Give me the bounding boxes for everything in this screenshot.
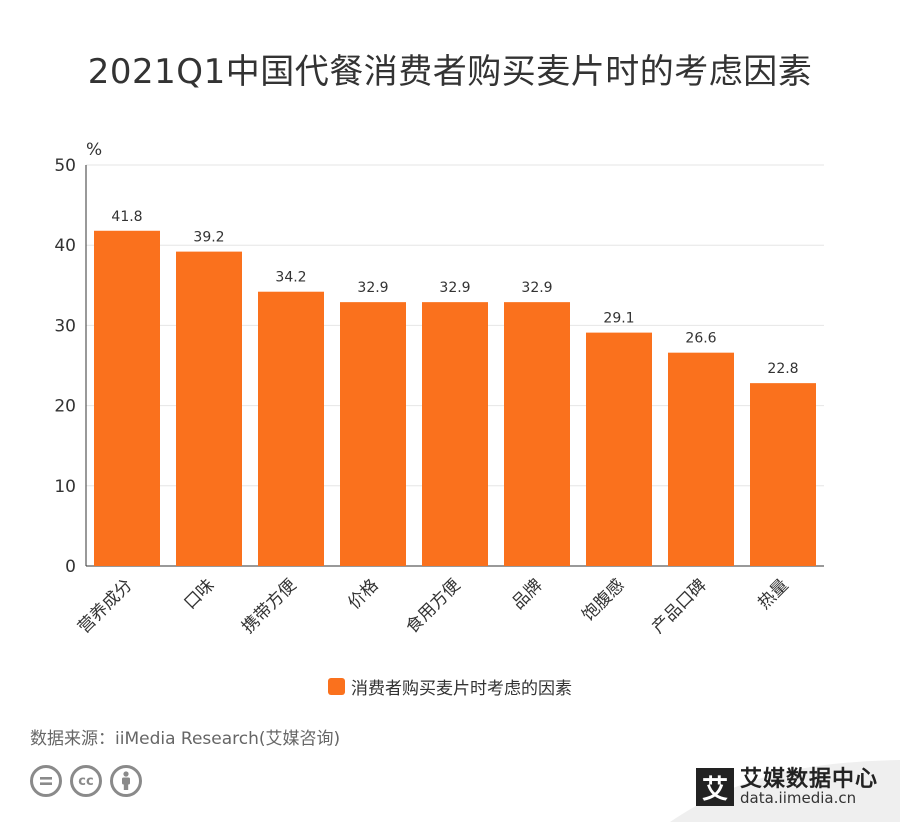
data-label: 41.8: [111, 209, 142, 225]
chart-title: 2021Q1中国代餐消费者购买麦片时的考虑因素: [87, 52, 813, 92]
data-label: 26.6: [685, 331, 716, 347]
data-label: 29.1: [603, 311, 634, 327]
x-tick-label: 品牌: [508, 575, 546, 613]
y-tick-label: 40: [54, 236, 76, 256]
y-tick-label: 30: [54, 316, 76, 336]
bar: [94, 230, 160, 566]
bar: [176, 251, 242, 566]
bar-chart: 0 10 20 30 40 50% 41.8 营养成分 39.2 口味 34.2 携带方便 32.9 价格…: [54, 140, 824, 638]
data-label: 34.2: [275, 270, 306, 286]
data-label: 39.2: [193, 230, 224, 246]
source-note: 数据来源：iiMedia Research(艾媒咨询): [30, 729, 341, 749]
legend[interactable]: 消费者购买麦片时考虑的因素: [0, 674, 900, 699]
cc-icon: cc: [70, 765, 102, 797]
x-tick-label: 营养成分: [74, 575, 136, 637]
legend-label: 消费者购买麦片时考虑的因素: [351, 679, 572, 699]
bar: [340, 302, 406, 566]
brand: 艾 艾媒数据中心 data.iimedia.cn: [695, 767, 878, 808]
data-label: 22.8: [767, 361, 798, 377]
data-label: 32.9: [521, 280, 552, 296]
y-tick-label: 20: [54, 397, 76, 417]
brand-logo: 艾: [695, 768, 734, 807]
y-axis-unit: %: [86, 140, 102, 160]
y-tick-label: 10: [54, 477, 76, 497]
bar: [504, 302, 570, 566]
bar: [668, 352, 734, 566]
cc-nd-icon: [30, 765, 62, 797]
license-icons: cc: [30, 765, 142, 797]
x-tick-label: 饱腹感: [578, 575, 628, 625]
x-tick-label: 携带方便: [238, 575, 300, 637]
x-tick-label: 口味: [180, 575, 218, 613]
brand-url: data.iimedia.cn: [739, 789, 857, 808]
data-label: 32.9: [357, 280, 388, 296]
y-tick-label: 50: [54, 156, 76, 176]
cc-by-icon: [110, 765, 142, 797]
bar: [586, 332, 652, 566]
bar: [258, 291, 324, 566]
legend-swatch: [328, 678, 345, 695]
y-tick-label: 0: [65, 557, 76, 577]
x-tick-label: 价格: [344, 575, 382, 613]
brand-name: 艾媒数据中心: [739, 767, 878, 792]
x-tick-label: 产品口碑: [648, 575, 710, 637]
bar: [422, 302, 488, 566]
data-label: 32.9: [439, 280, 470, 296]
brand-band: [670, 760, 900, 822]
x-tick-label: 热量: [754, 575, 792, 613]
x-tick-label: 食用方便: [402, 575, 464, 637]
bar: [750, 383, 816, 566]
